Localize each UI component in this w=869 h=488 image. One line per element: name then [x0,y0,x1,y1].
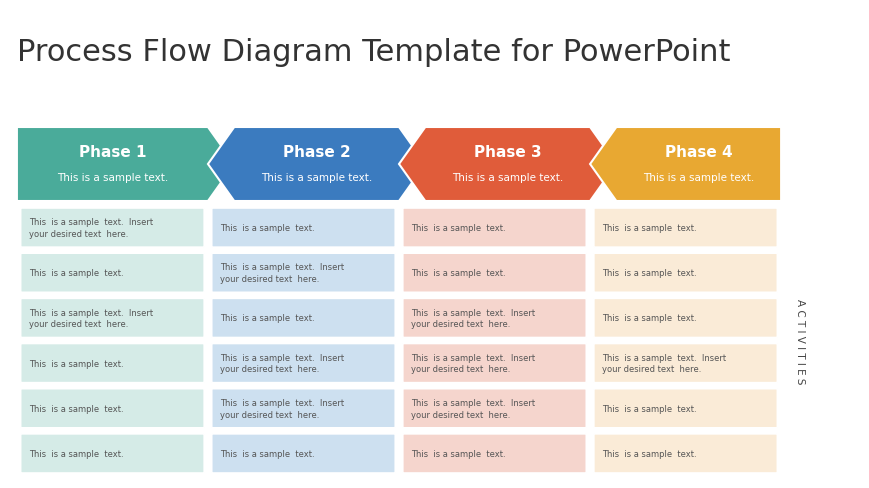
Text: This  is a sample  text.  Insert
your desired text  here.: This is a sample text. Insert your desir… [411,353,534,374]
Text: Phase 1: Phase 1 [78,144,146,159]
Text: This  is a sample  text.  Insert
your desired text  here.: This is a sample text. Insert your desir… [220,353,344,374]
FancyBboxPatch shape [21,344,204,383]
Polygon shape [17,128,234,202]
FancyBboxPatch shape [21,254,204,293]
Text: This  is a sample  text.: This is a sample text. [601,224,696,233]
FancyBboxPatch shape [211,254,395,293]
FancyBboxPatch shape [402,434,586,473]
Text: This  is a sample  text.  Insert
your desired text  here.: This is a sample text. Insert your desir… [29,218,153,239]
Text: Phase 3: Phase 3 [474,144,541,159]
FancyBboxPatch shape [402,299,586,338]
FancyBboxPatch shape [402,208,586,247]
FancyBboxPatch shape [594,389,777,428]
Text: This is a sample text.: This is a sample text. [56,173,168,183]
Text: This  is a sample  text.: This is a sample text. [29,359,123,368]
Text: A C T I V I T I E S: A C T I V I T I E S [794,298,804,384]
FancyBboxPatch shape [211,389,395,428]
Text: This  is a sample  text.: This is a sample text. [411,449,505,458]
Polygon shape [399,128,615,202]
Text: This is a sample text.: This is a sample text. [452,173,562,183]
FancyBboxPatch shape [21,389,204,428]
Text: Process Flow Diagram Template for PowerPoint: Process Flow Diagram Template for PowerP… [17,38,730,67]
Text: This  is a sample  text.: This is a sample text. [411,269,505,278]
FancyBboxPatch shape [402,389,586,428]
FancyBboxPatch shape [21,208,204,247]
Text: This  is a sample  text.: This is a sample text. [220,449,315,458]
Text: This  is a sample  text.  Insert
your desired text  here.: This is a sample text. Insert your desir… [220,263,344,284]
FancyBboxPatch shape [594,254,777,293]
Text: This  is a sample  text.: This is a sample text. [601,269,696,278]
Text: This  is a sample  text.  Insert
your desired text  here.: This is a sample text. Insert your desir… [601,353,726,374]
Text: This  is a sample  text.: This is a sample text. [601,404,696,413]
Text: This  is a sample  text.  Insert
your desired text  here.: This is a sample text. Insert your desir… [220,398,344,419]
FancyBboxPatch shape [594,344,777,383]
FancyBboxPatch shape [21,299,204,338]
Text: This  is a sample  text.: This is a sample text. [29,449,123,458]
Text: This  is a sample  text.  Insert
your desired text  here.: This is a sample text. Insert your desir… [411,308,534,328]
FancyBboxPatch shape [21,434,204,473]
Text: Phase 4: Phase 4 [664,144,732,159]
FancyBboxPatch shape [594,434,777,473]
Text: This  is a sample  text.  Insert
your desired text  here.: This is a sample text. Insert your desir… [29,308,153,328]
Text: This  is a sample  text.: This is a sample text. [220,224,315,233]
FancyBboxPatch shape [211,208,395,247]
Text: This  is a sample  text.: This is a sample text. [220,314,315,323]
Text: Phase 2: Phase 2 [282,144,350,159]
Text: This  is a sample  text.: This is a sample text. [29,404,123,413]
FancyBboxPatch shape [402,254,586,293]
Text: This  is a sample  text.: This is a sample text. [601,449,696,458]
Text: This is a sample text.: This is a sample text. [261,173,372,183]
FancyBboxPatch shape [211,299,395,338]
Text: This  is a sample  text.: This is a sample text. [29,269,123,278]
Polygon shape [208,128,425,202]
Text: This  is a sample  text.  Insert
your desired text  here.: This is a sample text. Insert your desir… [411,398,534,419]
Text: This  is a sample  text.: This is a sample text. [601,314,696,323]
FancyBboxPatch shape [211,344,395,383]
FancyBboxPatch shape [594,299,777,338]
Polygon shape [589,128,780,202]
FancyBboxPatch shape [211,434,395,473]
FancyBboxPatch shape [594,208,777,247]
FancyBboxPatch shape [402,344,586,383]
Text: This is a sample text.: This is a sample text. [642,173,753,183]
Text: This  is a sample  text.: This is a sample text. [411,224,505,233]
